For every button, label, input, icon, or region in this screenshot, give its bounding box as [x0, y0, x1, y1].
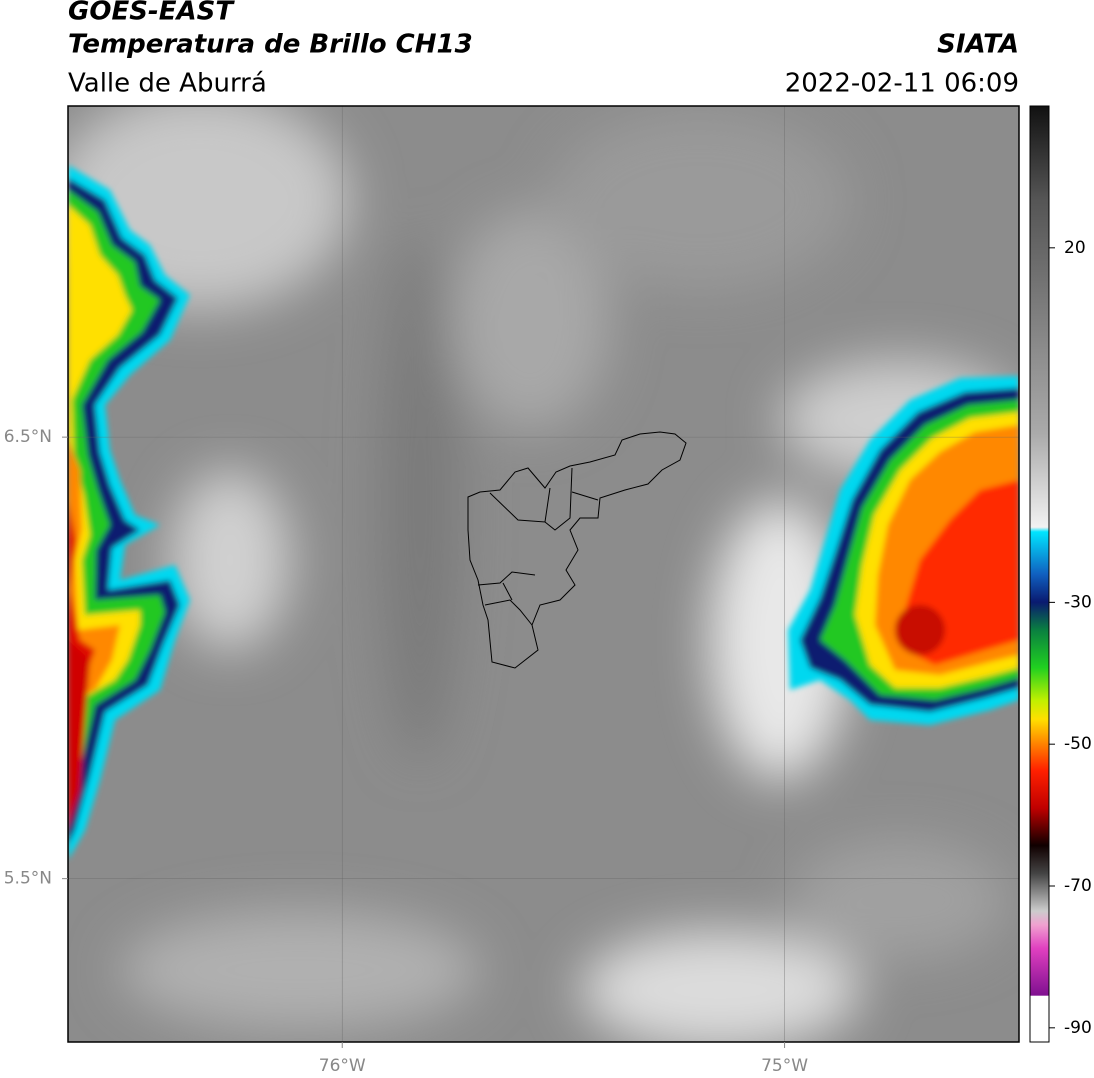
municipal-boundaries [467, 431, 687, 669]
region: Valle de Aburrá [68, 69, 267, 99]
title: GOES-EAST [68, 0, 235, 27]
y-tick-label: 6.5°N [4, 427, 52, 447]
datetime: 2022-02-11 06:09 [785, 69, 1019, 99]
colorbar-tick-label: 20 [1064, 238, 1086, 258]
map-frame [67, 105, 1020, 1043]
colorbar-tick-label: -70 [1064, 876, 1092, 896]
colorbar-tick-label: -90 [1064, 1018, 1092, 1038]
x-tick-label: 75°W [761, 1056, 808, 1076]
x-tick-label: 76°W [319, 1056, 366, 1076]
colorbar-tick-label: -30 [1064, 592, 1092, 612]
y-tick-label: 5.5°N [4, 869, 52, 889]
colorbar-tick-label: -50 [1064, 734, 1092, 754]
source: SIATA [937, 30, 1019, 60]
satellite-image [68, 106, 1019, 1042]
subtitle: Temperatura de Brillo CH13 [68, 30, 473, 60]
map-grid [68, 106, 1019, 1042]
colorbar [1029, 105, 1050, 1043]
